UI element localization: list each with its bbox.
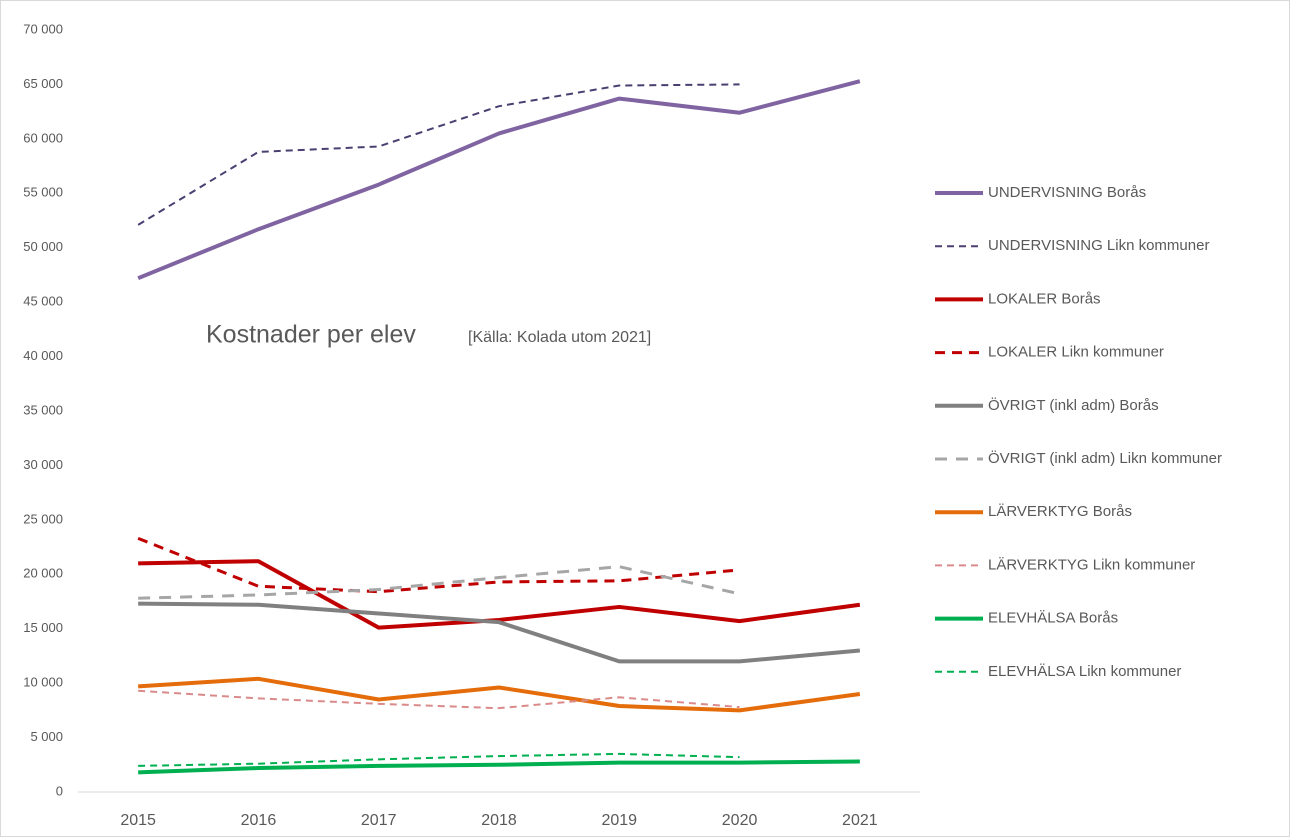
y-tick-label: 10 000 (23, 675, 63, 690)
y-tick-label: 70 000 (23, 21, 63, 36)
legend-label: UNDERVISNING Borås (988, 184, 1146, 201)
series-line (138, 689, 740, 710)
y-tick-label: 20 000 (23, 566, 63, 581)
series-line (137, 536, 740, 594)
series-line (138, 601, 861, 664)
x-tick-label: 2019 (601, 812, 637, 829)
y-tick-label: 60 000 (23, 130, 63, 145)
x-tick-label: 2015 (120, 812, 156, 829)
series-line (138, 565, 740, 600)
y-tick-label: 5 000 (30, 729, 63, 744)
legend-label: ÖVRIGT (inkl adm) Likn kommuner (988, 449, 1222, 467)
x-tick-label: 2020 (722, 812, 758, 829)
legend-label: UNDERVISNING Likn kommuner (988, 237, 1209, 254)
legend-label: ELEVHÄLSA Likn kommuner (988, 663, 1181, 680)
y-tick-label: 30 000 (23, 457, 63, 472)
series-line (138, 759, 860, 775)
series-line (138, 559, 861, 630)
legend-label: LOKALER Likn kommuner (988, 344, 1164, 361)
x-tick-label: 2017 (361, 812, 397, 829)
legend-label: LÄRVERKTYG Borås (988, 503, 1132, 520)
y-tick-label: 25 000 (23, 511, 63, 526)
chart-title: Kostnader per elev (206, 321, 416, 349)
y-tick-label: 65 000 (23, 76, 63, 91)
legend-label: ÖVRIGT (inkl adm) Borås (988, 396, 1159, 414)
y-tick-label: 50 000 (23, 239, 63, 254)
y-tick-label: 40 000 (23, 348, 63, 363)
series-line (138, 676, 861, 713)
y-tick-label: 15 000 (23, 620, 63, 635)
y-tick-label: 0 (56, 783, 63, 798)
legend-label: LÄRVERKTYG Likn kommuner (988, 556, 1195, 573)
x-tick-label: 2018 (481, 812, 517, 829)
x-tick-label: 2021 (842, 812, 878, 829)
series-line (138, 752, 740, 767)
y-tick-label: 45 000 (23, 294, 63, 309)
legend-label: ELEVHÄLSA Borås (988, 610, 1118, 627)
chart-subtitle: [Källa: Kolada utom 2021] (468, 329, 651, 346)
x-tick-label: 2016 (241, 812, 277, 829)
series-line (137, 79, 861, 281)
series-line (137, 83, 740, 226)
y-tick-label: 35 000 (23, 402, 63, 417)
legend-label: LOKALER Borås (988, 290, 1101, 307)
y-tick-label: 55 000 (23, 185, 63, 200)
